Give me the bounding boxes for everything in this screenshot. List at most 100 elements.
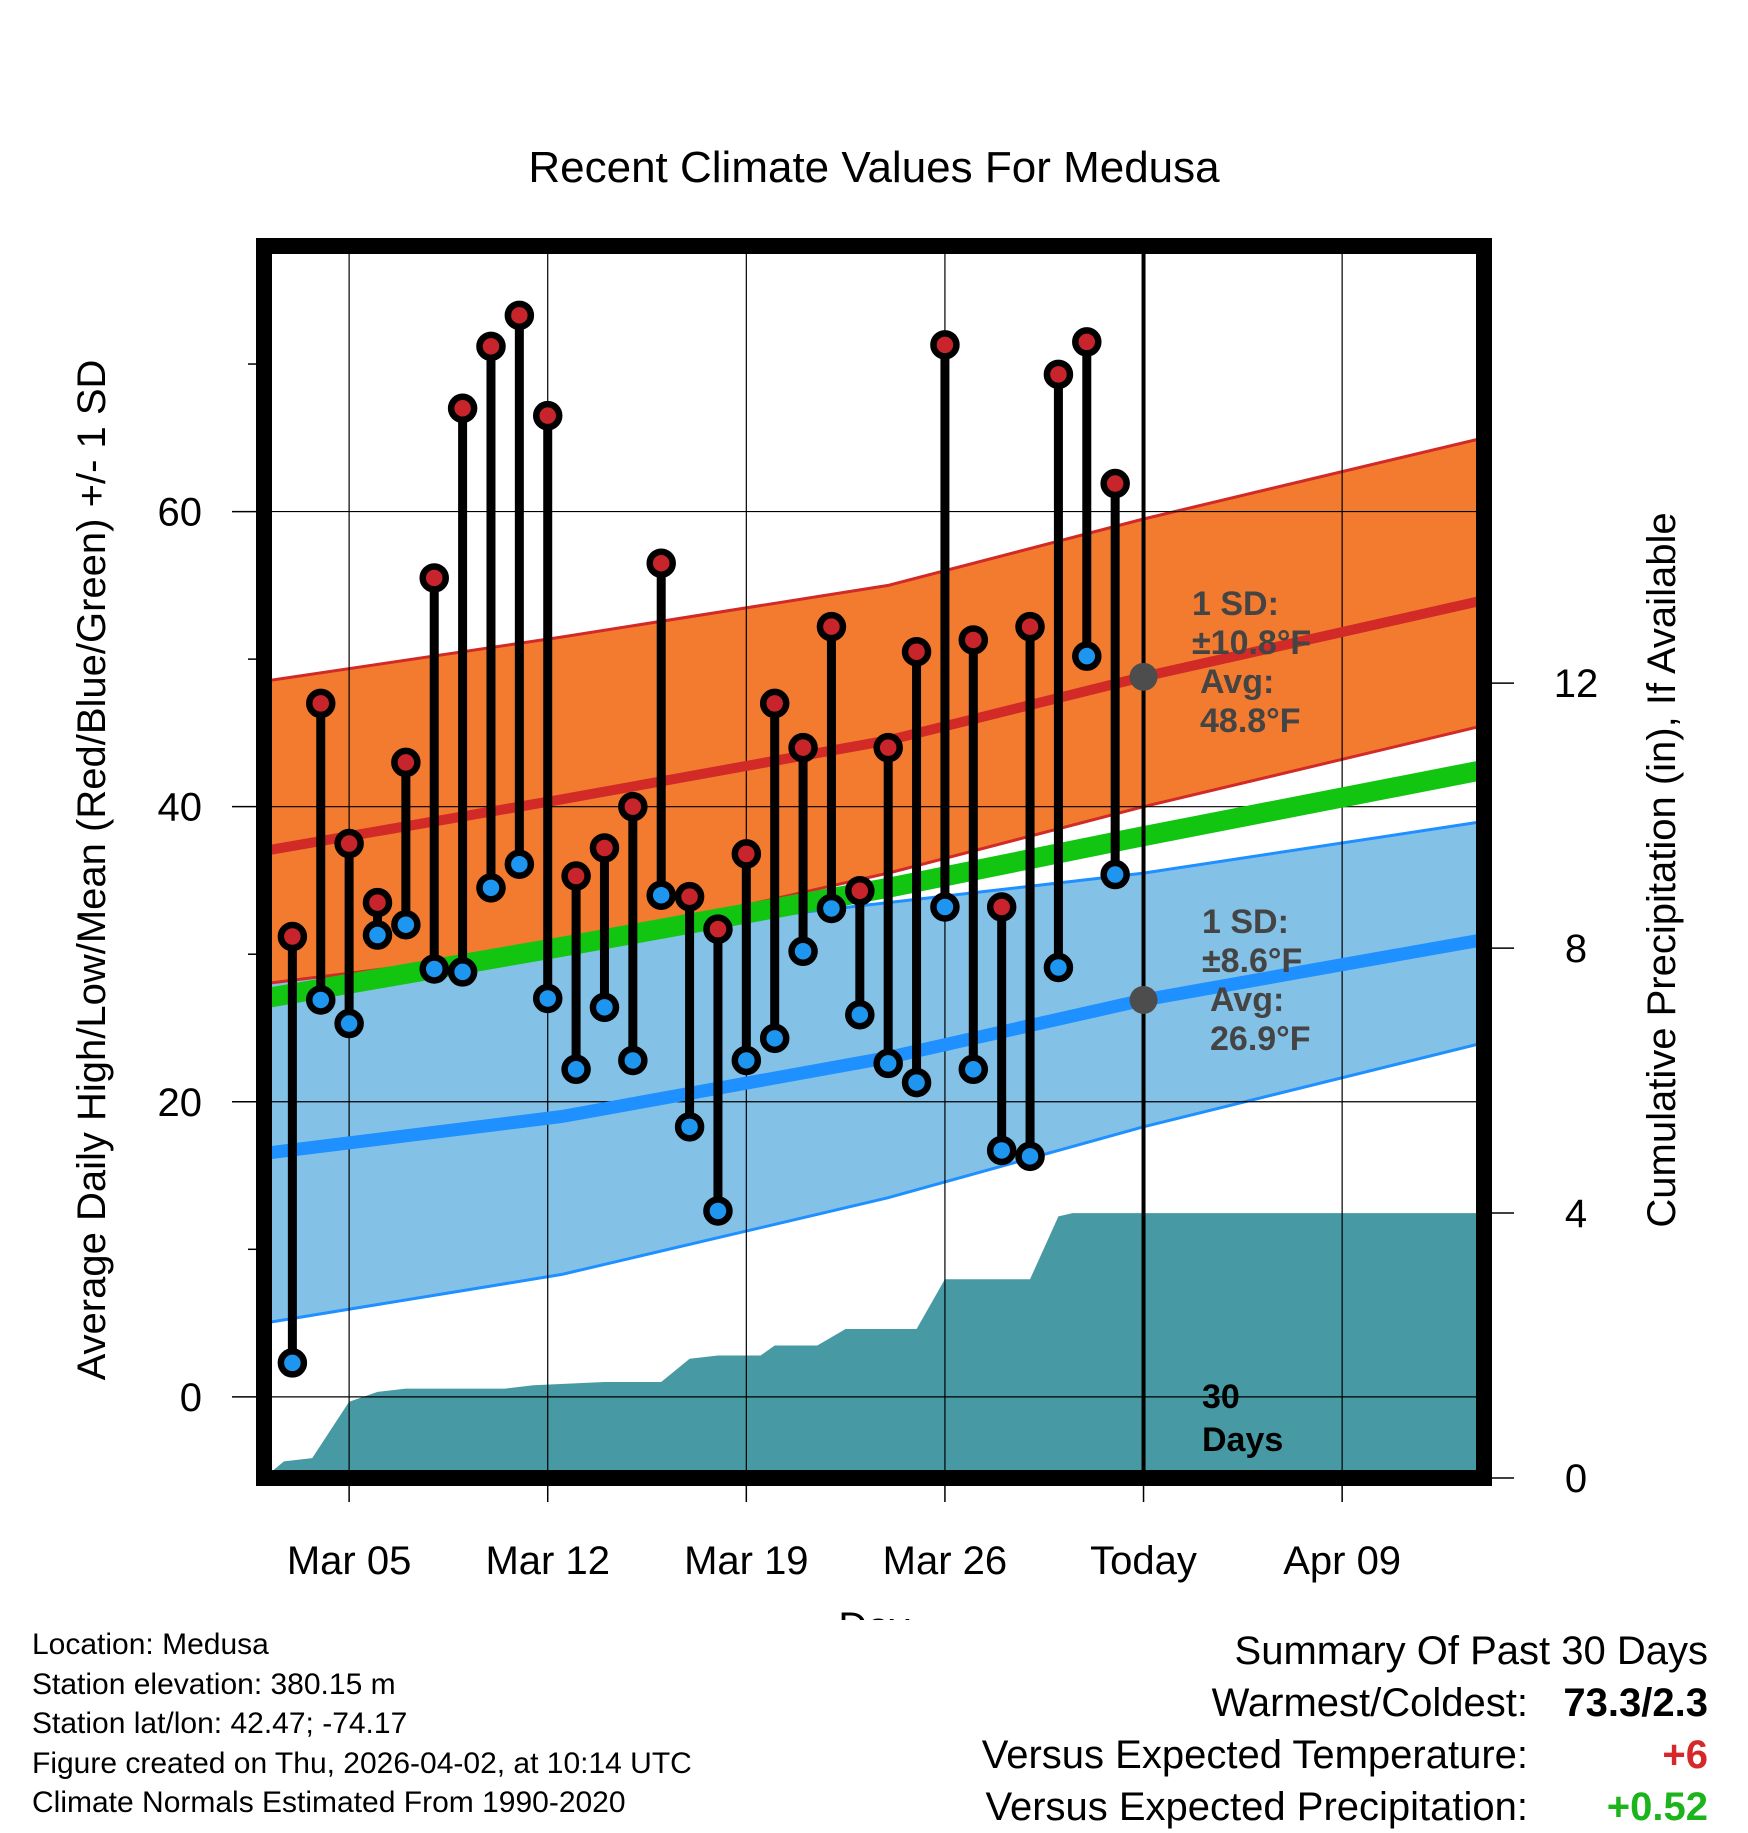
daily-high-point [447,393,478,424]
x-tick-label: Mar 26 [883,1539,1008,1583]
low-annotation-line: Avg: [1210,981,1284,1019]
warmest-label: Warmest/Coldest: [1211,1681,1528,1725]
climate-chart: Recent Climate Values For Medusa 1 SD: ±1… [70,143,1684,1620]
daily-high-point [930,330,960,360]
y-tick-label: 20 [158,1081,203,1125]
daily-low-point [1015,1141,1045,1172]
daily-high-point [589,833,620,863]
daily-high-point [986,892,1017,922]
plot-frame [256,238,1492,1486]
daily-high-point [419,563,449,593]
high-annotation-line: 48.8°F [1200,702,1301,740]
created-text: Figure created on Thu, 2026-04-02, at 10… [32,1746,692,1780]
daily-high-point [759,688,790,719]
x-tick-label: Mar 05 [287,1539,412,1583]
daily-high-point [958,625,989,655]
daily-low-point [561,1054,591,1085]
today-high-avg-marker [1129,662,1158,691]
precipitation-area [264,1213,1484,1478]
y2-tick-label: 8 [1565,927,1587,971]
y-tick-label: 40 [158,786,203,830]
high-sd-band [264,437,1484,984]
y-tick-label: 60 [158,491,203,535]
daily-low-point [334,1008,364,1039]
daily-high-point [845,876,875,906]
daily-high-point [561,861,591,891]
daily-high-point [674,881,705,912]
daily-low-point [958,1054,989,1085]
summary-temp-row: Versus Expected Temperature: +6 [982,1729,1708,1781]
chart-title: Recent Climate Values For Medusa [528,143,1220,192]
daily-high-point [305,688,336,719]
daily-low-point [901,1067,932,1098]
high-annotation-line: ±10.8°F [1192,624,1311,662]
x-tick-label: Mar 19 [684,1539,809,1583]
daily-low-point [873,1048,903,1079]
daily-high-point [277,921,308,952]
daily-low-point [447,957,478,987]
high-annotation-line: Avg: [1200,663,1274,701]
x-tick-label: Mar 12 [485,1539,610,1583]
daily-low-point [532,983,563,1014]
daily-low-point [788,936,818,967]
plot-inner [264,246,1484,1478]
daily-high-point [816,611,847,642]
daily-high-point [731,839,762,869]
daily-low-point [845,999,875,1030]
daily-high-point [1100,468,1130,499]
daily-low-point [589,992,620,1023]
daily-high-point [362,887,393,918]
daily-low-point [986,1135,1017,1166]
precip-value: +0.52 [1606,1785,1708,1829]
warmest-value: 73.3/2.3 [1563,1681,1708,1725]
today-days-label: Days [1202,1421,1283,1459]
daily-high-point [504,300,535,331]
summary-precip-row: Versus Expected Precipitation: +0.52 [982,1781,1708,1833]
daily-low-point [731,1045,762,1076]
summary-warmest-row: Warmest/Coldest: 73.3/2.3 [982,1677,1708,1729]
temp-value: +6 [1662,1733,1708,1777]
low-annotation-line: 26.9°F [1210,1020,1311,1058]
y-axis-label: Average Daily High/Low/Mean (Red/Blue/Gr… [70,360,114,1381]
precip-label: Versus Expected Precipitation: [985,1785,1528,1829]
summary-title: Summary Of Past 30 Days [1234,1629,1708,1673]
daily-low-point [277,1348,308,1378]
daily-low-point [1043,952,1074,983]
daily-low-point [618,1045,648,1076]
daily-low-point [646,880,676,910]
daily-high-point [532,400,563,431]
temp-label: Versus Expected Temperature: [981,1733,1528,1777]
daily-low-point [476,873,506,903]
normals-text: Climate Normals Estimated From 1990-2020 [32,1786,626,1819]
daily-high-point [703,914,733,944]
daily-high-point [1072,327,1102,357]
low-annotation-line: ±8.6°F [1202,942,1302,980]
y-tick-label: 0 [180,1376,202,1420]
location-text: Location: Medusa [32,1628,269,1661]
daily-low-point [504,849,535,879]
daily-low-point [1072,641,1102,671]
elevation-text: Station elevation: 380.15 m [32,1667,396,1701]
today-days-label: 30 [1202,1378,1240,1416]
daily-high-point [873,732,903,763]
daily-low-point [362,920,393,950]
daily-high-point [618,791,648,822]
daily-low-point [391,909,421,940]
x-tick-label: Today [1090,1539,1197,1583]
today-low-avg-marker [1129,985,1158,1014]
y2-tick-label: 4 [1565,1192,1587,1236]
daily-low-point [759,1023,790,1054]
y2-tick-label: 12 [1554,662,1599,706]
daily-high-point [1043,359,1074,390]
daily-high-point [901,636,932,667]
low-band-lower-edge [264,1041,1484,1325]
low-annotation-line: 1 SD: [1202,903,1289,941]
daily-low-point [930,892,960,922]
daily-high-point [334,828,364,859]
daily-low-point [674,1112,705,1142]
daily-high-point [391,747,421,778]
x-axis-label: Day [838,1605,909,1620]
station-info: Location: Medusa Station elevation: 380.… [32,1625,692,1823]
daily-high-point [788,732,818,763]
